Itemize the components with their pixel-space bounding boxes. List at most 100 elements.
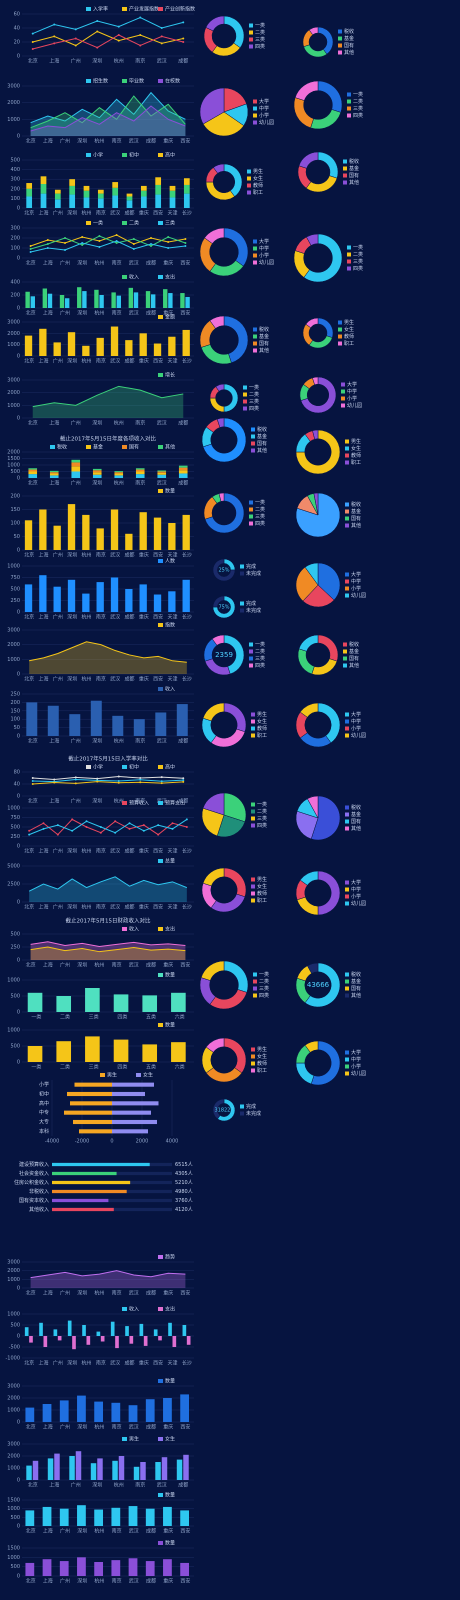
- x-tick-label: 西安: [153, 848, 163, 855]
- x-tick-label: 上海: [49, 738, 59, 745]
- y-tick-label: 0: [17, 1574, 20, 1580]
- legend-swatch: [251, 427, 255, 432]
- x-tick-label: 南京: [96, 210, 106, 217]
- y-tick-label: 0: [17, 354, 20, 360]
- x-tick-label: 成都: [124, 676, 134, 683]
- series-line: [29, 641, 187, 663]
- x-tick-label: 重庆: [139, 1360, 149, 1367]
- bar: [53, 342, 61, 356]
- area-fill: [30, 96, 186, 136]
- legend-label: 一类: [353, 244, 363, 251]
- bar: [168, 1322, 172, 1336]
- line-point: [139, 781, 142, 784]
- slice: [294, 80, 319, 101]
- legend-swatch: [249, 642, 253, 647]
- slice: [313, 492, 319, 516]
- y-tick-label: 0: [17, 958, 20, 964]
- slice: [317, 562, 341, 601]
- x-tick-label: -2000: [75, 1139, 90, 1145]
- bar: [25, 291, 30, 308]
- legend-label: 税收: [259, 326, 269, 333]
- legend-label: 四类: [259, 992, 269, 999]
- legend-label: 男生: [257, 711, 267, 718]
- bar: [74, 1082, 112, 1087]
- line-point: [117, 25, 120, 28]
- bar: [65, 298, 70, 308]
- x-tick-label: 广州: [60, 138, 70, 145]
- line-point: [29, 245, 32, 247]
- y-tick-label: 3000: [7, 1260, 20, 1266]
- bar-segment: [92, 468, 102, 471]
- x-tick-label: 成都: [178, 1482, 188, 1489]
- y-tick-label: 40: [14, 782, 20, 788]
- legend-swatch: [345, 1057, 349, 1062]
- x-tick-label: 重庆: [139, 358, 149, 365]
- value-label: 4305人: [175, 1171, 193, 1177]
- line-point: [64, 237, 66, 239]
- bar: [94, 289, 99, 308]
- x-tick-label: 4000: [166, 1139, 179, 1145]
- x-tick-label: 南京: [112, 310, 122, 317]
- x-tick-label: 广州: [71, 58, 81, 65]
- bar-segment: [40, 184, 47, 194]
- x-tick-label: 武汉: [129, 138, 139, 145]
- bar: [128, 287, 134, 308]
- x-tick-label: 成都: [146, 310, 156, 317]
- series-line: [30, 105, 186, 132]
- legend-swatch: [345, 446, 349, 451]
- x-tick-label: 武汉: [110, 614, 120, 621]
- legend-swatch: [345, 733, 349, 738]
- y-tick-label: 1000: [7, 403, 20, 409]
- bar: [67, 1320, 72, 1336]
- legend-swatch: [345, 887, 349, 892]
- y-tick-label: 60: [14, 12, 20, 18]
- slice: [202, 867, 225, 887]
- line-point: [56, 824, 59, 827]
- legend-label: 税收: [351, 971, 361, 978]
- legend-swatch: [158, 623, 163, 627]
- bar: [112, 1091, 145, 1097]
- x-tick-label: 武汉: [110, 1360, 120, 1367]
- x-tick-label: 0: [110, 1139, 113, 1145]
- legend-label: 教师: [257, 890, 267, 897]
- x-tick-label: 深圳: [92, 480, 102, 487]
- line-point: [74, 37, 77, 40]
- area-fill: [32, 386, 184, 418]
- y-tick-label: 1000: [7, 342, 20, 348]
- x-tick-label: 深圳: [67, 676, 77, 683]
- bar: [125, 589, 133, 612]
- legend-label: 国有: [259, 340, 269, 347]
- bar-segment: [71, 471, 81, 478]
- x-tick-label: 西安: [180, 1424, 190, 1431]
- legend-swatch: [158, 765, 163, 769]
- slice: [312, 376, 319, 386]
- line-point: [128, 827, 131, 830]
- legend-label: 国有: [349, 172, 359, 179]
- legend-swatch: [86, 221, 91, 225]
- line-point: [31, 41, 34, 43]
- legend-label: 二类: [353, 98, 363, 105]
- legend-swatch: [345, 719, 349, 724]
- x-tick-label: 广州: [53, 904, 63, 911]
- bar: [133, 1466, 140, 1480]
- y-tick-label: 0: [17, 1286, 20, 1292]
- bar: [153, 343, 162, 356]
- x-tick-label: 广州: [53, 552, 63, 559]
- y-tick-label: 40: [14, 26, 20, 32]
- legend-label: 三类: [165, 220, 175, 227]
- legend-label: 基金: [344, 35, 354, 42]
- slice: [199, 87, 225, 125]
- x-tick-label: 长沙: [182, 614, 192, 621]
- bar: [52, 1207, 114, 1212]
- legend-label: 人数: [165, 558, 175, 565]
- bar-segment: [157, 474, 167, 478]
- x-tick-label: 广州: [71, 420, 81, 427]
- y-tick-label: 250: [10, 834, 20, 840]
- y-tick-label: 750: [10, 815, 20, 821]
- legend-swatch: [345, 579, 349, 584]
- x-tick-label: 广州: [60, 962, 70, 969]
- x-tick-label: 天津: [167, 904, 177, 911]
- bar: [42, 1506, 52, 1526]
- legend-label: 基金: [257, 433, 267, 440]
- legend-swatch: [158, 927, 163, 931]
